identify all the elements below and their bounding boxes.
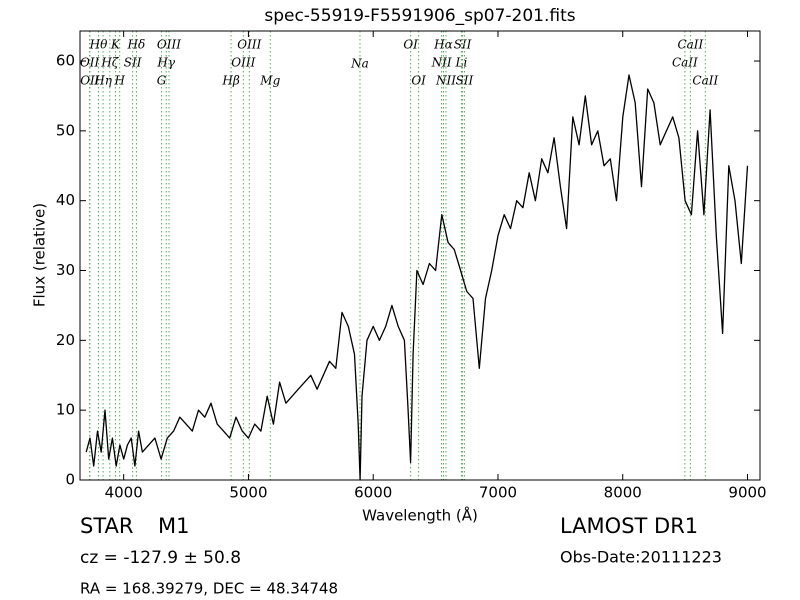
spectrum-line <box>85 74 749 481</box>
x-tick-label: 7000 <box>479 484 517 502</box>
x-tick-label: 9000 <box>728 484 766 502</box>
coordinates: RA = 168.39279, DEC = 48.34748 <box>80 580 338 598</box>
spectral-line-label: NII <box>431 56 452 70</box>
spectral-line-label: CaII <box>672 56 698 70</box>
y-tick-label: 30 <box>56 261 75 279</box>
spectral-line-label: Hθ <box>89 38 108 52</box>
y-tick-label: 10 <box>56 401 75 419</box>
spectral-line-label: SII <box>124 56 142 70</box>
spectral-line-label: CaII <box>692 74 718 88</box>
spectral-line-label: Li <box>455 56 468 70</box>
redshift: cz = -127.9 ± 50.8 <box>80 548 241 568</box>
x-tick-label: 8000 <box>604 484 642 502</box>
spectral-line-label: OIII <box>157 38 181 52</box>
spectral-line-label: K <box>110 38 121 52</box>
spectral-line-label: OII <box>80 74 100 88</box>
spectral-line-label: Hγ <box>156 56 175 70</box>
x-axis-label: Wavelength (Å) <box>362 506 478 525</box>
spectral-line-label: NII <box>435 74 456 88</box>
spectral-line-label: Mg <box>259 74 280 88</box>
spectral-line-label: Hδ <box>127 38 146 52</box>
y-tick-label: 0 <box>65 471 75 489</box>
y-tick-label: 40 <box>56 191 75 209</box>
object-class: STAR <box>80 514 133 538</box>
spectral-line-label: Hβ <box>221 74 239 88</box>
spectral-line-label: OII <box>80 56 100 70</box>
survey: LAMOST DR1 <box>560 514 698 538</box>
x-tick-label: 6000 <box>354 484 392 502</box>
x-tick-label: 5000 <box>229 484 267 502</box>
spectral-line-label: Hα <box>433 38 453 52</box>
subclass: M1 <box>158 514 189 538</box>
spectral-line-label: SII <box>454 38 472 52</box>
y-tick-label: 60 <box>56 52 75 70</box>
plot-frame <box>79 30 761 481</box>
spectral-line-label: OI <box>403 38 418 52</box>
y-axis-label: Flux (relative) <box>31 203 49 307</box>
spectral-line-label: OIII <box>237 38 261 52</box>
spectral-line-label: Hη <box>93 74 112 88</box>
spectral-line-label: G <box>157 74 167 88</box>
x-tick-label: 4000 <box>105 484 143 502</box>
spectral-line-label: Na <box>350 57 369 71</box>
spectral-line-label: Hζ <box>100 56 119 70</box>
spectral-line-label: OIII <box>231 56 255 70</box>
spectral-line-label: H <box>113 74 125 88</box>
obs-date: Obs-Date:20111223 <box>560 548 722 567</box>
y-tick-label: 20 <box>56 331 75 349</box>
chart-title: spec-55919-F5591906_sp07-201.fits <box>264 6 575 26</box>
spectral-line-label: SII <box>456 74 474 88</box>
spectral-line-label: OI <box>411 74 426 88</box>
spectral-line-label: CaII <box>677 38 703 52</box>
y-tick-label: 50 <box>56 121 75 139</box>
